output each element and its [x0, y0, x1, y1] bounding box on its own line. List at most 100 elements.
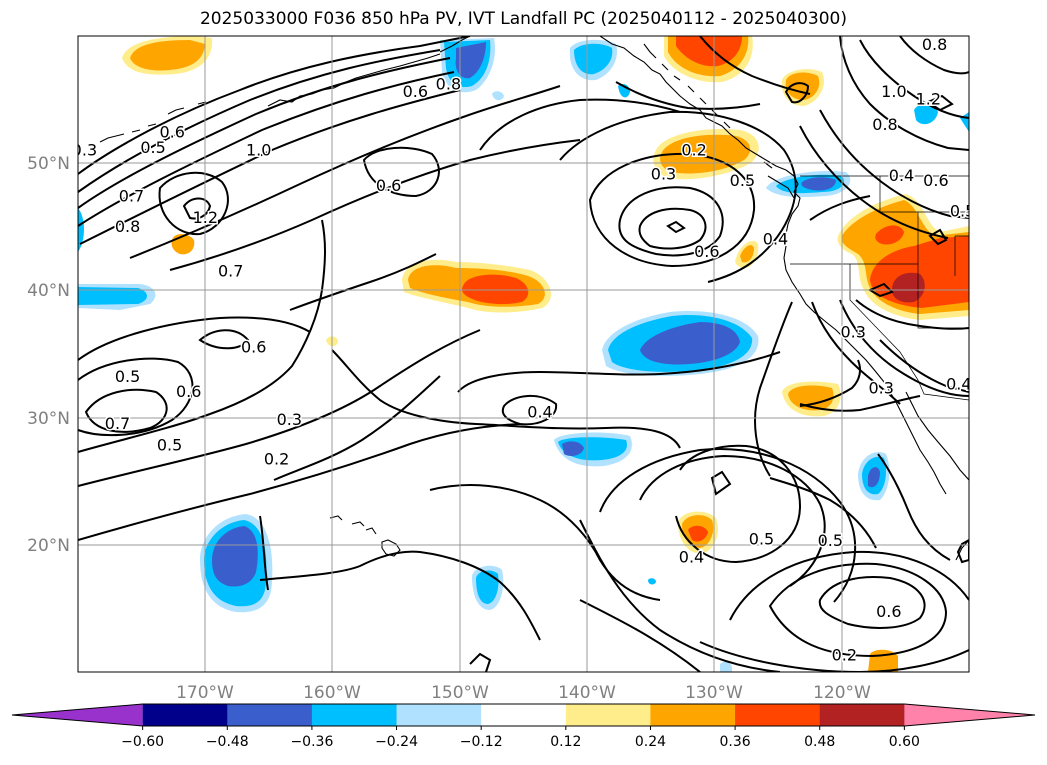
contour-label: 0.8 — [115, 217, 140, 236]
contour-labels: 0.3 0.50.60.70.81.01.20.70.80.60.60.60.50… — [72, 35, 975, 666]
contour-label: 1.0 — [246, 141, 271, 160]
contour-label: 0.4 — [527, 403, 552, 422]
positive-anomaly — [788, 385, 834, 411]
contour-label: 1.0 — [881, 82, 906, 101]
lon-label: 130°W — [685, 683, 743, 703]
colorbar-tick-label: 0.48 — [804, 734, 835, 750]
negative-anomaly — [574, 43, 613, 75]
positive-anomaly — [688, 525, 708, 542]
positive-anomaly — [462, 274, 529, 305]
negative-anomaly — [914, 104, 938, 125]
negative-anomaly — [476, 570, 499, 604]
contour-label: 0.3 — [651, 165, 676, 184]
negative-anomaly — [801, 177, 836, 191]
pv-contours — [78, 36, 969, 672]
contour-label: 0.8 — [872, 115, 897, 134]
colorbar-swatch — [311, 704, 398, 726]
positive-anomaly — [875, 225, 904, 245]
colorbar-tick-label: 0.60 — [889, 734, 920, 750]
colorbar-swatch — [12, 704, 143, 726]
lat-label: 30°N — [27, 409, 70, 429]
colorbar: −0.60 −0.48 −0.36 −0.24 −0.12 0.12 0.24 0.36 0.4… — [11, 703, 1036, 750]
contour-label: 0.5 — [749, 530, 774, 549]
colorbar-swatch — [227, 704, 313, 726]
lon-label: 140°W — [558, 683, 616, 703]
colorbar-tick-label: 0.36 — [720, 734, 751, 750]
graticule — [78, 36, 969, 672]
colorbar-tick-label: −0.24 — [375, 734, 418, 750]
contour-label: 0.8 — [922, 35, 947, 54]
contour-label: 0.2 — [681, 141, 706, 160]
contour-label: 0.5 — [140, 138, 165, 157]
colorbar-tick-label: −0.60 — [121, 734, 164, 750]
colorbar-swatch — [735, 704, 821, 726]
colorbar-swatch — [142, 704, 228, 726]
map-title: 2025033000 F036 850 hPa PV, IVT Landfall… — [199, 9, 847, 29]
contour-label: 0.6 — [159, 123, 184, 142]
positive-anomaly — [785, 72, 820, 100]
negative-anomaly — [455, 42, 486, 79]
contour-label: 0.4 — [763, 230, 788, 249]
contour-label: 0.4 — [679, 548, 704, 567]
colorbar-swatch — [819, 704, 905, 726]
colorbar-swatch — [904, 704, 1035, 726]
negative-anomaly — [720, 661, 732, 672]
state-borders — [790, 175, 969, 401]
contour-label: 0.2 — [264, 450, 289, 469]
contour-label: 0.6 — [176, 382, 201, 401]
lon-label: 160°W — [303, 683, 361, 703]
negative-anomaly — [78, 208, 84, 252]
lon-label: 120°W — [813, 683, 871, 703]
colorbar-tick-label: −0.12 — [460, 734, 503, 750]
contour-label: 0.2 — [832, 646, 857, 665]
positive-anomaly — [740, 245, 754, 263]
contour-label: 0.5 — [115, 367, 140, 386]
pv-shading — [78, 36, 969, 672]
contour-label: 0.6 — [694, 242, 719, 261]
negative-anomaly — [212, 526, 258, 587]
lat-label: 50°N — [27, 154, 70, 174]
contour-label: 0.7 — [218, 261, 243, 280]
contour-label: 0.7 — [119, 186, 144, 205]
positive-anomaly — [130, 40, 205, 71]
negative-anomaly — [868, 467, 880, 488]
contour-label: 1.2 — [916, 90, 941, 109]
positive-anomaly — [892, 272, 925, 303]
lon-label: 150°W — [431, 683, 489, 703]
negative-anomaly — [492, 91, 504, 101]
negative-anomaly — [648, 578, 656, 585]
contour-label: 0.7 — [105, 414, 130, 433]
contour-label: 0.6 — [376, 176, 401, 195]
contour-label: 0.4 — [889, 166, 914, 185]
colorbar-swatch — [650, 704, 736, 726]
contour-label: 0.6 — [241, 338, 266, 357]
positive-anomaly — [676, 36, 742, 67]
longitude-labels: 170°W 160°W 150°W 140°W 130°W 120°W — [176, 683, 871, 703]
contour-label: 0.4 — [946, 375, 971, 394]
colorbar-tick-label: −0.36 — [290, 734, 333, 750]
contour-label: 0.3 — [72, 141, 97, 160]
contour-label: 0.3 — [277, 410, 302, 429]
colorbar-swatch — [565, 704, 651, 726]
contour-label: 0.5 — [818, 531, 843, 550]
lat-label: 40°N — [27, 281, 70, 301]
contour-label: 0.5 — [157, 436, 182, 455]
negative-anomaly — [78, 287, 147, 305]
colorbar-tick-label: −0.48 — [206, 734, 249, 750]
lon-label: 170°W — [176, 683, 234, 703]
contour-label: 0.6 — [403, 82, 428, 101]
contour-label: 0.5 — [950, 202, 975, 221]
contour-label: 1.2 — [193, 208, 218, 227]
colorbar-swatch — [396, 704, 482, 726]
colorbar-swatch — [481, 704, 567, 726]
colorbar-tick-label: 0.12 — [550, 734, 581, 750]
negative-anomaly — [640, 322, 740, 365]
latitude-labels: 50°N 40°N 30°N 20°N — [27, 154, 70, 556]
lat-label: 20°N — [27, 536, 70, 556]
contour-label: 0.5 — [730, 171, 755, 190]
contour-label: 0.3 — [868, 378, 893, 397]
negative-anomaly — [562, 441, 584, 456]
contour-label: 0.6 — [923, 171, 948, 190]
plot-frame — [77, 35, 970, 673]
